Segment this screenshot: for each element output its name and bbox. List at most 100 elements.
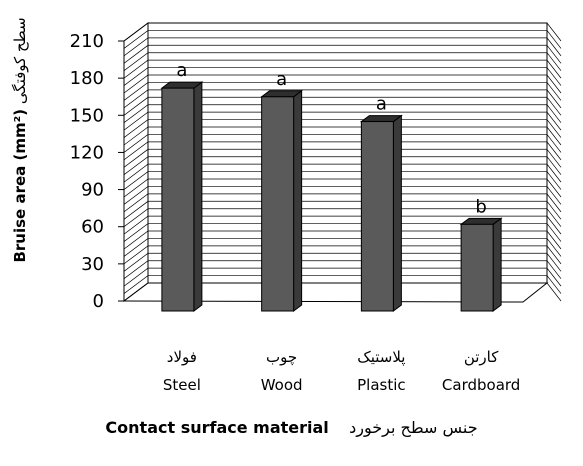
gridline [123,193,547,213]
gridline-hatch [546,215,562,235]
gridline-hatch [546,208,562,227]
gridline-hatch [546,45,562,64]
category-label: چوب Wood [227,348,337,394]
bar [261,96,295,312]
y-axis-ticks: 0 30 60 90 120 150 180 210 [70,31,124,312]
gridline [123,267,547,287]
bar-annotation: a [376,94,387,115]
chart-walls [122,22,549,303]
y-tick-label: 210 [70,31,104,52]
gridline [123,37,547,57]
gridline-hatch [546,22,562,42]
gridline [123,200,547,220]
gridline [123,59,547,79]
gridline [123,44,547,64]
y-tick-label: 60 [81,217,104,238]
gridline-hatch [546,163,562,183]
bar-annotation: a [276,69,287,90]
gridline-hatch [546,97,562,116]
bar [360,121,394,312]
gridline [123,82,547,101]
bar-annotations: a a a b [176,60,486,217]
category-label-fa: پلاستیک [357,348,406,366]
gridline [123,119,547,138]
gridline [123,238,547,257]
category-label-en: Wood [260,376,303,394]
gridline [123,30,547,49]
gridline-hatch [546,245,562,265]
gridline-hatch [546,141,562,161]
gridline [123,74,547,94]
gridline [123,245,547,265]
gridline-hatch [546,30,562,49]
gridline-hatch [546,149,562,168]
gridline-hatch [546,82,562,101]
y-tick-label: 120 [70,142,104,163]
gridline [123,104,547,123]
gridline-hatch [546,119,562,138]
gridlines [123,22,562,302]
gridline [123,89,547,109]
bar-top [260,90,304,98]
bars [160,81,503,312]
gridline-hatch [546,186,562,205]
gridline [123,178,547,198]
gridline [123,208,547,227]
category-label-en: Steel [162,376,201,394]
y-tick-label: 30 [81,254,104,275]
gridline-hatch [546,178,562,198]
bar-side [392,114,402,312]
gridline-hatch [546,230,562,250]
gridline-hatch [546,134,562,153]
category-label-fa: چوب [266,348,298,366]
gridline [123,282,547,302]
x-axis-label-fa: جنس سطح برخورد [349,418,478,437]
bar-annotation: a [176,60,187,81]
gridline-hatch [546,67,562,86]
gridline [123,141,547,161]
bar-side [193,81,203,312]
y-tick-label: 150 [70,105,104,126]
gridline-hatch [546,253,562,272]
y-axis-label-en: Bruise area (mm²) [11,108,29,263]
gridline [123,252,547,272]
gridline [123,148,547,168]
gridline-hatch [546,104,562,123]
category-label: پلاستیک Plastic [326,348,436,394]
bar-annotation: b [475,196,486,217]
gridline [123,111,547,131]
gridline [123,126,547,146]
bar-side [492,217,502,312]
y-tick-label: 0 [93,291,104,312]
gridline-hatch [546,37,562,57]
gridline-hatch [546,156,562,175]
bar [161,87,195,312]
gridline [123,163,547,183]
gridline [123,171,547,190]
gridline-hatch [546,201,562,220]
y-tick-label: 90 [81,180,104,201]
gridline [123,52,547,71]
category-label: کارتن Cardboard [426,348,536,394]
gridline [123,186,547,205]
gridline-hatch [546,223,562,242]
gridline-hatch [546,52,562,71]
y-tick-label: 180 [70,68,104,89]
gridline-hatch [546,171,562,190]
bar-top [459,217,503,225]
bar [460,223,494,312]
gridline [123,96,547,116]
gridline [123,156,547,175]
gridline [123,223,547,242]
gridline [123,230,547,250]
bar-top [160,81,204,89]
bar-side [293,89,303,312]
x-axis-label-en: Contact surface material [105,418,329,437]
y-axis-label-wrap: Bruise area (mm²) سطح کوفتگی [0,0,40,300]
gridline-hatch [546,126,562,146]
gridline-hatch [546,89,562,109]
side-wall [123,22,149,302]
gridline [123,215,547,235]
gridline-hatch [546,275,562,294]
y-axis-label: Bruise area (mm²) سطح کوفتگی [11,17,29,262]
